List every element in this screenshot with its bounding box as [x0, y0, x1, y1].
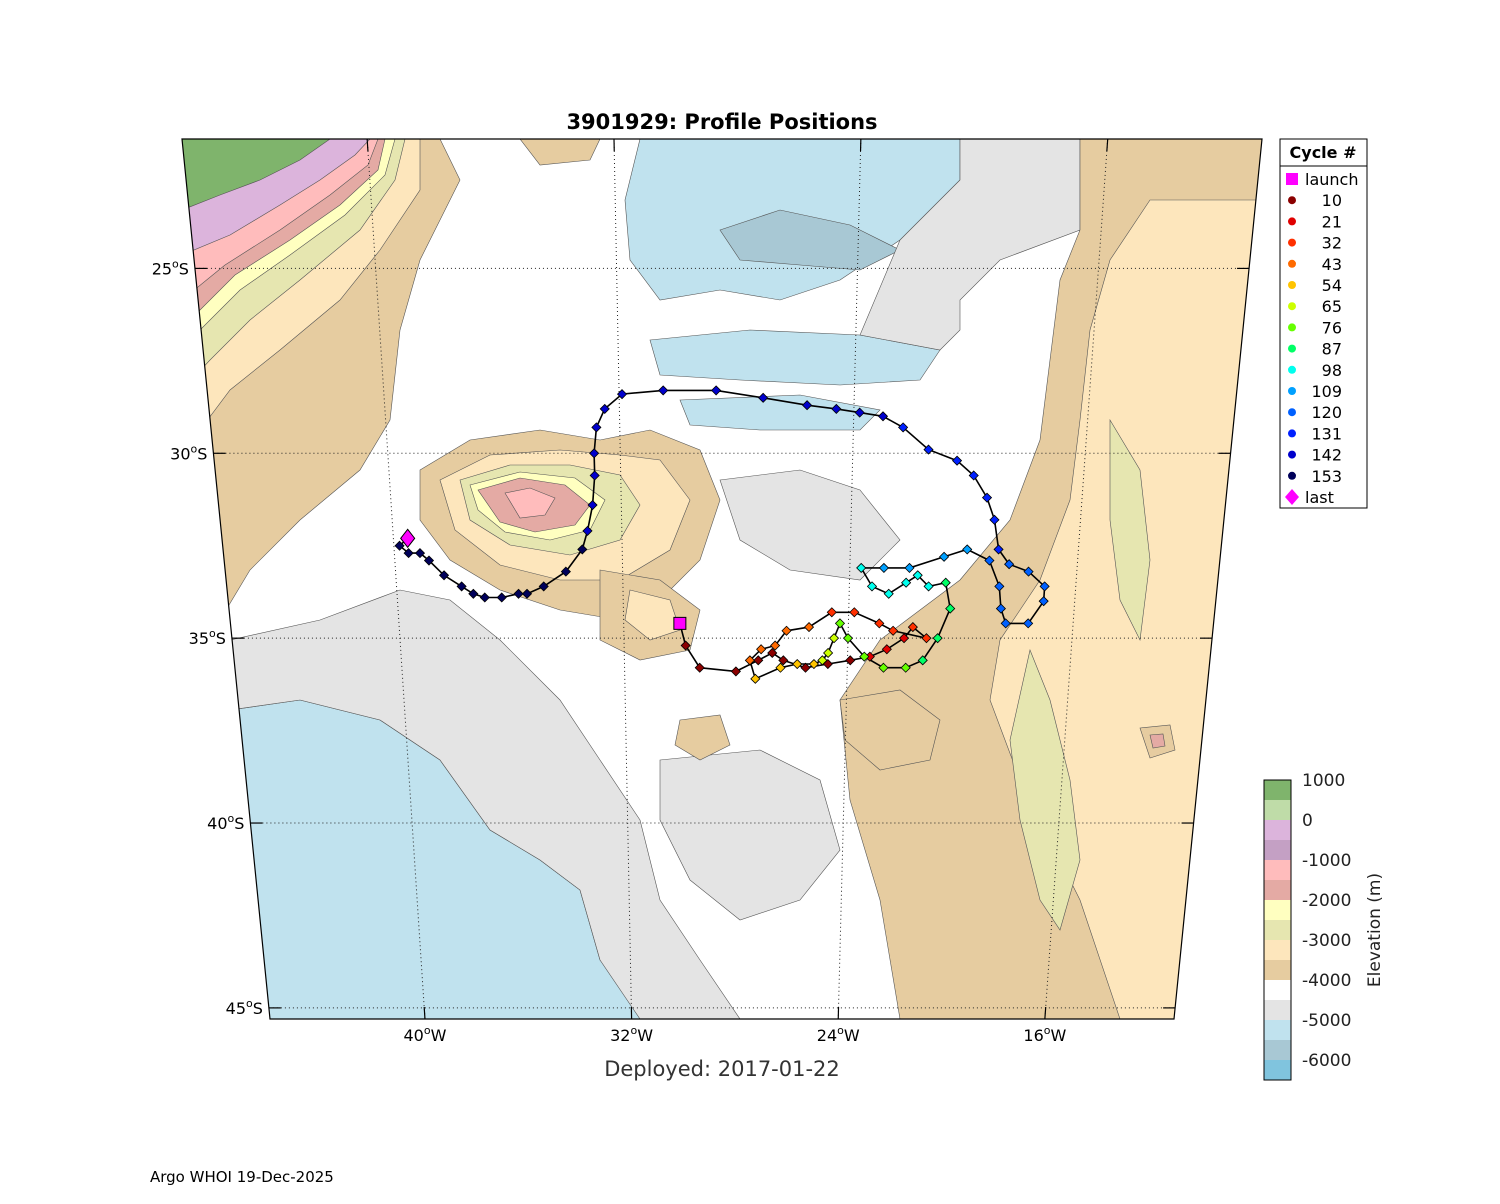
seamount-east-peak: [1150, 734, 1165, 748]
longitude-tick-labels: 40oW 32oW 24oW 16oW: [404, 1024, 1067, 1045]
figure-title: 3901929: Profile Positions: [566, 110, 877, 134]
legend-dot-symbol: [1288, 323, 1296, 331]
elevation-colorbar: 1000 0 -1000 -2000 -3000 -4000 -5000 -6000 Elev…: [1264, 771, 1385, 1080]
legend-entry-label: last: [1305, 488, 1334, 507]
colorbar-swatch: [1264, 960, 1291, 980]
legend-dot-symbol: [1288, 408, 1296, 416]
colorbar-tick-label: -2000: [1302, 891, 1351, 911]
legend-dot-symbol: [1288, 281, 1296, 289]
lon-tick-top: [1107, 139, 1108, 151]
lon-tick-label: 40oW: [404, 1024, 447, 1045]
legend-entry-label: 98: [1322, 361, 1342, 380]
legend-entry-label: 153: [1311, 467, 1342, 486]
legend-entry-label: 65: [1322, 297, 1342, 316]
legend-dot-symbol: [1288, 345, 1296, 353]
colorbar-swatch: [1264, 1020, 1291, 1040]
colorbar-tick-labels: 1000 0 -1000 -2000 -3000 -4000 -5000 -6000: [1302, 771, 1351, 1071]
legend-entry-label: 109: [1311, 382, 1342, 401]
footer-credit: Argo WHOI 19-Dec-2025: [150, 1168, 334, 1186]
lat-tick-label: 35oS: [189, 627, 226, 648]
lat-tick-label: 40oS: [207, 812, 244, 833]
legend-dot-symbol: [1288, 196, 1296, 204]
colorbar-tick-label: -6000: [1302, 1051, 1351, 1071]
colorbar-label: Elevation (m): [1365, 873, 1385, 987]
legend-dot-symbol: [1288, 217, 1296, 225]
lat-tick-label: 25oS: [152, 257, 189, 278]
colorbar-swatch: [1264, 1040, 1291, 1060]
lon-tick-label: 24oW: [817, 1024, 860, 1045]
lon-tick-top: [367, 139, 368, 151]
legend-entry-label: 87: [1322, 340, 1342, 359]
lat-tick-label: 30oS: [170, 442, 207, 463]
legend-entry-label: 21: [1322, 212, 1342, 231]
colorbar-swatch: [1264, 920, 1291, 940]
legend-launch-symbol: [1286, 173, 1298, 185]
legend-entry-label: 131: [1311, 424, 1342, 443]
colorbar-tick-label: -1000: [1302, 851, 1351, 871]
colorbar-swatch: [1264, 980, 1291, 1000]
colorbar-tick-label: 1000: [1302, 771, 1345, 791]
lon-tick-label: 32oW: [610, 1024, 653, 1045]
legend-entry-label: 10: [1322, 191, 1342, 210]
bathymetry-map: [170, 130, 1270, 1030]
colorbar-swatch: [1264, 1060, 1291, 1080]
lat-tick-label: 45oS: [226, 997, 263, 1018]
colorbar-tick-label: -3000: [1302, 931, 1351, 951]
launch-marker: [674, 617, 686, 629]
legend-entry-label: launch: [1305, 170, 1358, 189]
colorbar-swatch: [1264, 900, 1291, 920]
lon-tick-bottom: [424, 1007, 425, 1019]
legend-dot-symbol: [1288, 260, 1296, 268]
colorbar-tick-label: -4000: [1302, 971, 1351, 991]
colorbar-tick-label: 0: [1302, 811, 1313, 831]
deployment-date: Deployed: 2017-01-22: [604, 1057, 840, 1081]
cycle-legend: Cycle # launch 10 21 32 43 54 65 76 87 98 109 120 13…: [1280, 139, 1367, 508]
legend-dot-symbol: [1288, 302, 1296, 310]
colorbar-tick-label: -5000: [1302, 1011, 1351, 1031]
colorbar-swatch: [1264, 940, 1291, 960]
legend-entry-label: 120: [1311, 403, 1342, 422]
legend-entry-label: 54: [1322, 276, 1342, 295]
legend-dot-symbol: [1288, 451, 1296, 459]
legend-entry-label: 32: [1322, 234, 1342, 253]
colorbar-swatch: [1264, 880, 1291, 900]
lon-tick-label: 16oW: [1023, 1024, 1066, 1045]
colorbar-swatch: [1264, 840, 1291, 860]
colorbar-swatch: [1264, 820, 1291, 840]
colorbar-swatch: [1264, 800, 1291, 820]
legend-entry-label: 43: [1322, 255, 1342, 274]
legend-entry: last: [1285, 488, 1334, 507]
legend-entry-label: 142: [1311, 446, 1342, 465]
legend-dot-symbol: [1288, 387, 1296, 395]
lon-tick-bottom: [1045, 1007, 1046, 1019]
legend-dot-symbol: [1288, 472, 1296, 480]
colorbar-swatch: [1264, 780, 1291, 800]
colorbar-swatches: [1264, 780, 1291, 1080]
legend-title: Cycle #: [1290, 143, 1357, 162]
legend-dot-symbol: [1288, 366, 1296, 374]
colorbar-swatch: [1264, 860, 1291, 880]
legend-dot-symbol: [1288, 239, 1296, 247]
legend-entry-label: 76: [1322, 318, 1342, 337]
legend-dot-symbol: [1288, 429, 1296, 437]
colorbar-swatch: [1264, 1000, 1291, 1020]
